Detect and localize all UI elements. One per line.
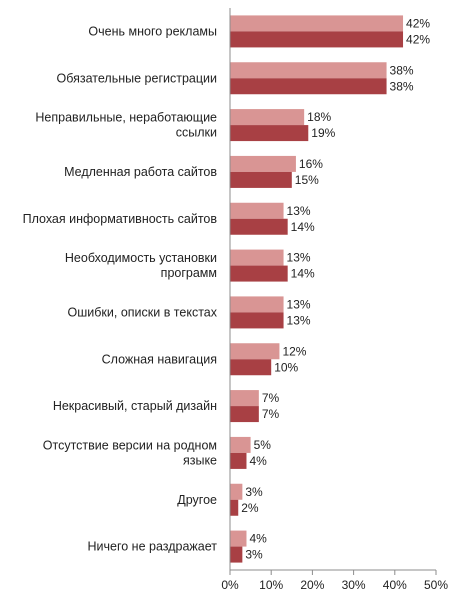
category-label: Необходимость установки [65, 251, 217, 265]
bar-series-2 [230, 312, 284, 329]
bar-series-1 [230, 109, 305, 126]
data-label: 19% [311, 126, 335, 140]
bar-series-2 [230, 78, 387, 95]
bar-series-2 [230, 218, 288, 235]
category-label: ссылки [176, 126, 217, 140]
bar-series-2 [230, 125, 309, 142]
category-label: Другое [177, 493, 217, 507]
bar-series-1 [230, 530, 247, 547]
data-label: 13% [287, 313, 311, 327]
bar-series-2 [230, 31, 404, 48]
x-tick-label: 50% [424, 578, 448, 592]
bar-series-1 [230, 296, 284, 313]
category-label: языке [183, 453, 217, 467]
data-label: 38% [390, 79, 414, 93]
category-label: Некрасивый, старый дизайн [53, 399, 217, 413]
bar-series-2 [230, 546, 243, 563]
bar-series-1 [230, 483, 243, 500]
category-label: Обязательные регистрации [57, 71, 217, 85]
bar-series-1 [230, 202, 284, 219]
bar-series-2 [230, 359, 272, 376]
data-label: 2% [241, 501, 259, 515]
bar-series-2 [230, 171, 292, 188]
data-label: 7% [262, 391, 280, 405]
data-label: 14% [291, 220, 315, 234]
bar-series-1 [230, 436, 251, 453]
data-label: 13% [287, 204, 311, 218]
data-label: 42% [406, 16, 430, 30]
bar-series-2 [230, 499, 239, 516]
data-label: 18% [307, 110, 331, 124]
data-label: 7% [262, 407, 280, 421]
bar-series-1 [230, 62, 387, 79]
x-tick-label: 10% [259, 578, 283, 592]
data-labels: 42% 42% 38% 38% 18% 19% 16% 15% 13% 14% 13% 14% 13% 1… [241, 16, 430, 561]
bar-series-1 [230, 155, 296, 172]
data-label: 42% [406, 32, 430, 46]
category-label: Сложная навигация [102, 352, 217, 366]
data-label: 3% [245, 548, 263, 562]
bar-series-2 [230, 452, 247, 469]
bars [230, 15, 404, 563]
category-label: Очень много рекламы [88, 24, 217, 38]
data-label: 4% [249, 532, 267, 546]
category-label: программ [161, 266, 217, 280]
x-tick-label: 30% [342, 578, 366, 592]
category-label: Отсутствие версии на родном [43, 438, 217, 452]
bar-series-1 [230, 343, 280, 360]
bar-series-1 [230, 390, 259, 407]
bar-series-2 [230, 265, 288, 282]
data-label: 16% [299, 157, 323, 171]
category-label: Медленная работа сайтов [64, 165, 217, 179]
bar-series-1 [230, 15, 404, 32]
data-label: 10% [274, 360, 298, 374]
bar-series-1 [230, 249, 284, 266]
data-label: 38% [390, 63, 414, 77]
data-label: 12% [282, 344, 306, 358]
category-label: Ничего не раздражает [87, 540, 217, 554]
data-label: 3% [245, 485, 263, 499]
category-label: Плохая информативность сайтов [23, 212, 218, 226]
category-label: Неправильные, неработающие [35, 111, 217, 125]
category-labels: Очень много рекламы Обязательные регистра… [23, 24, 218, 553]
data-label: 13% [287, 297, 311, 311]
x-tick-label: 20% [300, 578, 324, 592]
data-label: 5% [254, 438, 272, 452]
data-label: 15% [295, 173, 319, 187]
data-label: 13% [287, 251, 311, 265]
category-label: Ошибки, описки в текстах [68, 305, 218, 319]
data-label: 14% [291, 267, 315, 281]
data-label: 4% [249, 454, 267, 468]
x-tick-label: 40% [383, 578, 407, 592]
bar-series-2 [230, 406, 259, 423]
x-axis: 0% 10% 20% 30% 40% 50% [221, 8, 448, 592]
x-tick-label: 0% [221, 578, 239, 592]
